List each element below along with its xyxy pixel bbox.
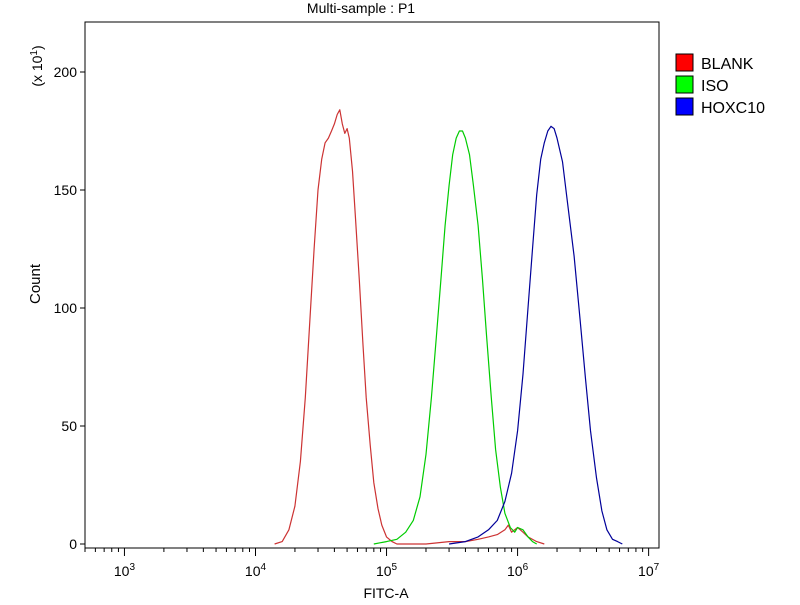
legend-swatch-blank <box>675 53 694 72</box>
legend-swatch-hoxc10 <box>675 97 694 116</box>
x-tick-label: 104 <box>245 562 267 579</box>
series-lines <box>274 109 623 545</box>
y-multiplier-label: (x 101) <box>29 45 45 86</box>
x-tick-label: 105 <box>376 562 398 579</box>
x-tick-label: 106 <box>507 562 529 579</box>
legend: BLANK ISO HOXC10 <box>675 53 765 117</box>
y-tick-label: 50 <box>61 418 77 434</box>
plot-frame <box>84 21 660 549</box>
y-axis-label: Count <box>27 263 44 304</box>
series-line-blank <box>274 109 545 545</box>
series-line-iso <box>373 130 537 545</box>
legend-label-iso: ISO <box>701 78 729 95</box>
y-tick-label: 0 <box>69 536 77 552</box>
legend-label-blank: BLANK <box>701 56 754 73</box>
x-axis-label: FITC-A <box>363 585 409 600</box>
y-axis-ticks: 0 50 100 150 200 <box>54 64 85 552</box>
series-line-hoxc10 <box>449 125 623 545</box>
chart-title: Multi-sample : P1 <box>307 0 415 16</box>
y-tick-label: 100 <box>54 300 78 316</box>
legend-label-hoxc10: HOXC10 <box>701 100 765 117</box>
y-tick-label: 200 <box>54 64 78 80</box>
legend-swatch-iso <box>675 75 694 94</box>
x-tick-label: 107 <box>638 562 660 579</box>
x-tick-label: 103 <box>114 562 136 579</box>
y-tick-label: 150 <box>54 182 78 198</box>
x-axis-ticks: 103 104 105 106 107 <box>84 548 660 579</box>
